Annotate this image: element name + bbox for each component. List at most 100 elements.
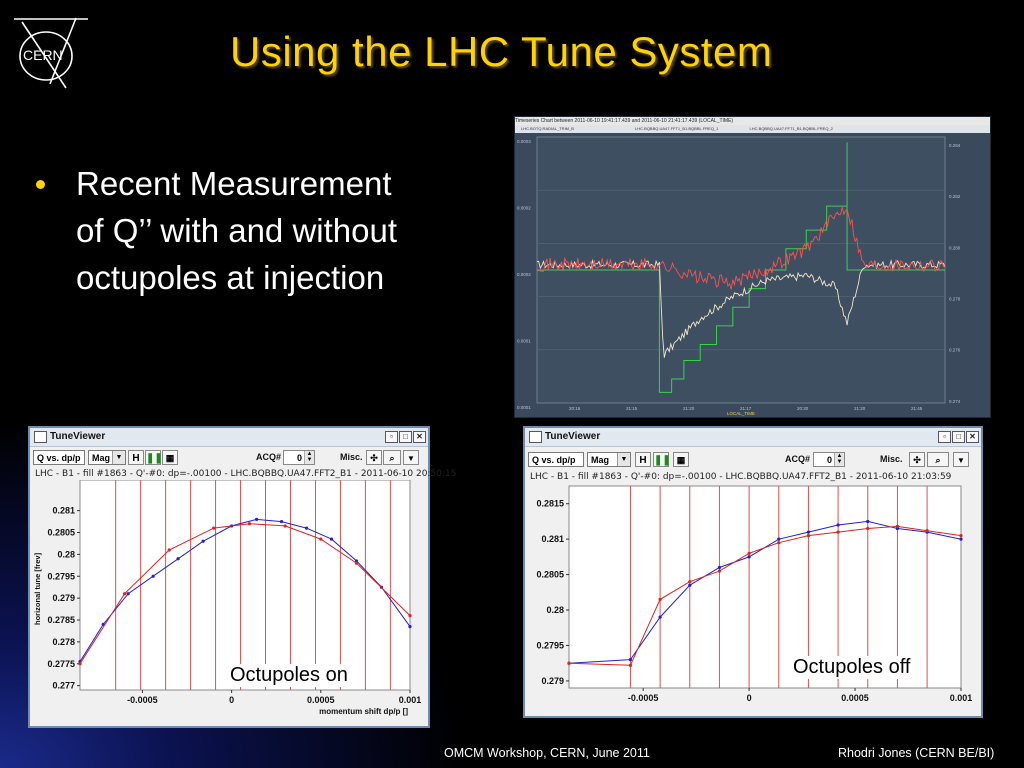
close-icon[interactable]: ✕ [966, 431, 979, 443]
y-tick-label: 0.28 [57, 549, 75, 559]
data-point-measured [806, 530, 811, 534]
table-icon[interactable]: ▦ [162, 450, 178, 465]
restore-icon[interactable]: ▫ [385, 431, 398, 443]
misc-label: Misc. [880, 454, 903, 464]
footer-right: Rhodri Jones (CERN BE/BI) [838, 746, 995, 760]
tune-plot-off: 0.279 0.2795 0.28 0.2805 0.281 0.2815 -0.0005 0… [536, 485, 973, 703]
y-axis-label: horizonal tune [frev] [33, 552, 42, 625]
y2-tick-label: 0.274 [949, 399, 961, 404]
data-point-measured [176, 557, 180, 561]
svg-text:CERN: CERN [23, 47, 63, 63]
pause-icon[interactable]: ❚❚ [145, 450, 163, 465]
mag-combo[interactable]: Mag ▼ [587, 452, 631, 467]
y2-tick-label: 0.278 [949, 296, 961, 301]
expand-icon[interactable]: ✣ [366, 450, 382, 465]
y2-tick-label: 0.280 [949, 245, 961, 250]
toolbar: Q vs. dp/p Mag ▼ H ❚❚ ▦ ACQ# 0 ▲ ▼ Misc. ✣ … [30, 448, 428, 468]
y-tick-label: 0.281 [52, 506, 75, 516]
acq-value: 0 [826, 455, 832, 465]
mode-combo[interactable]: Q vs. dp/p [528, 452, 584, 467]
timeseries-legend: LHC.BOTQ.RADIAL_TRIM_B LHC.BQBBQ.UA47.FF… [515, 125, 990, 133]
legend-item: LHC.BQBBQ.UA47.FFT1_B1.BQBBL.FREQ_2 [749, 126, 833, 131]
zoom-icon[interactable]: ⌕ [927, 452, 949, 467]
bullet-text: Recent Measurement of Q’’ with and witho… [76, 160, 496, 301]
y-tick-label: 0.278 [52, 637, 75, 647]
window-titlebar: TuneViewer ▫ □ ✕ [30, 428, 428, 447]
mode-combo[interactable]: Q vs. dp/p [33, 450, 85, 465]
acq-spinner[interactable]: 0 ▲ ▼ [283, 450, 315, 465]
chevron-down-icon[interactable]: ▼ [953, 452, 969, 467]
mode-combo-value: Q vs. dp/p [37, 453, 81, 463]
x-tick-label: 21:45 [911, 406, 923, 411]
toolbar: Q vs. dp/p Mag ▼ H ❚❚ ▦ ACQ# 0 ▲ ▼ Misc. ✣ … [525, 450, 981, 470]
data-point-fit [167, 548, 171, 552]
data-point-measured [747, 555, 751, 559]
cern-logo: CERN [14, 17, 88, 89]
restore-icon[interactable]: ▫ [938, 431, 951, 443]
tuneviewer-window-on: TuneViewer ▫ □ ✕ Q vs. dp/p Mag ▼ H ❚❚ ▦ … [28, 426, 456, 728]
data-point-fit [354, 561, 359, 565]
table-icon[interactable]: ▦ [673, 452, 689, 467]
zoom-icon[interactable]: ⌕ [383, 450, 401, 465]
x-tick-label: 21:15 [626, 406, 638, 411]
data-point-measured [658, 615, 662, 619]
y-tick-label: 0.2795 [536, 640, 564, 650]
series-line-measured [79, 518, 411, 662]
window-icon [34, 431, 47, 443]
maximize-icon[interactable]: □ [952, 431, 965, 443]
maximize-icon[interactable]: □ [399, 431, 412, 443]
y-tick-label: 0.281 [541, 534, 564, 544]
acq-spinner[interactable]: 0 ▲ ▼ [813, 452, 845, 467]
y-tick-label: 0.28 [546, 605, 564, 615]
slide-title: Using the LHC Tune System [230, 28, 773, 75]
window-title: TuneViewer [545, 431, 601, 442]
chevron-down-icon[interactable]: ▼ [403, 450, 419, 465]
y-tick-label: 0.279 [52, 593, 75, 603]
data-point-fit [747, 551, 751, 555]
data-point-fit [122, 592, 127, 596]
x-tick-label: 0.001 [950, 693, 973, 703]
expand-icon[interactable]: ✣ [909, 452, 925, 467]
timeseries-chart: Timeseries Chart between 2011-06-10 19:4… [514, 116, 991, 418]
data-point-fit [319, 537, 323, 541]
data-point-measured [304, 526, 309, 530]
data-point-measured [777, 537, 781, 541]
data-point-measured [151, 574, 155, 578]
bullet-point-icon [36, 180, 45, 189]
data-point-fit [866, 526, 870, 531]
window-titlebar: TuneViewer ▫ □ ✕ [525, 428, 981, 447]
x-tick-label: 20:30 [797, 406, 809, 411]
data-point-measured [354, 559, 359, 563]
data-point-measured [688, 583, 692, 587]
chart-note: Octupoles on [228, 664, 350, 687]
x-tick-label: 0 [229, 695, 234, 705]
data-point-measured [866, 519, 870, 524]
spinner-arrows-icon[interactable]: ▲ ▼ [304, 451, 314, 464]
x-tick-label: 0 [747, 693, 752, 703]
close-icon[interactable]: ✕ [413, 431, 426, 443]
y-tick-label: 0.0001 [517, 339, 531, 344]
y2-tick-label: 0.282 [949, 194, 961, 199]
chart-note: Octupoles off [791, 656, 913, 679]
y-tick-label: 0.279 [541, 676, 564, 686]
bullet-line: octupoles at injection [76, 259, 385, 296]
series-freq1 [536, 207, 946, 290]
mag-combo[interactable]: Mag ▼ [88, 450, 126, 465]
data-point-fit [925, 529, 929, 533]
x-tick-label: 0.0005 [841, 693, 869, 703]
legend-item: LHC.BQBBQ.UA47.FFT1_B1.BQBBL.FREQ_1 [635, 126, 719, 131]
mag-combo-value: Mag [591, 455, 609, 465]
legend-item: LHC.BOTQ.RADIAL_TRIM_B [521, 126, 574, 131]
h-button[interactable]: H [128, 450, 144, 465]
data-point-measured [836, 523, 840, 527]
measurement-info: LHC - B1 - fill #1863 - Q'-#0: dp=-.0010… [530, 472, 952, 482]
data-point-fit [688, 580, 692, 584]
h-button[interactable]: H [635, 452, 651, 467]
y-tick-label: 0.0002 [517, 206, 531, 211]
pause-icon[interactable]: ❚❚ [653, 452, 671, 467]
data-point-measured [126, 592, 130, 596]
acq-value: 0 [296, 453, 302, 463]
data-point-fit [247, 522, 252, 526]
window-icon [529, 431, 542, 443]
spinner-arrows-icon[interactable]: ▲ ▼ [834, 453, 844, 466]
